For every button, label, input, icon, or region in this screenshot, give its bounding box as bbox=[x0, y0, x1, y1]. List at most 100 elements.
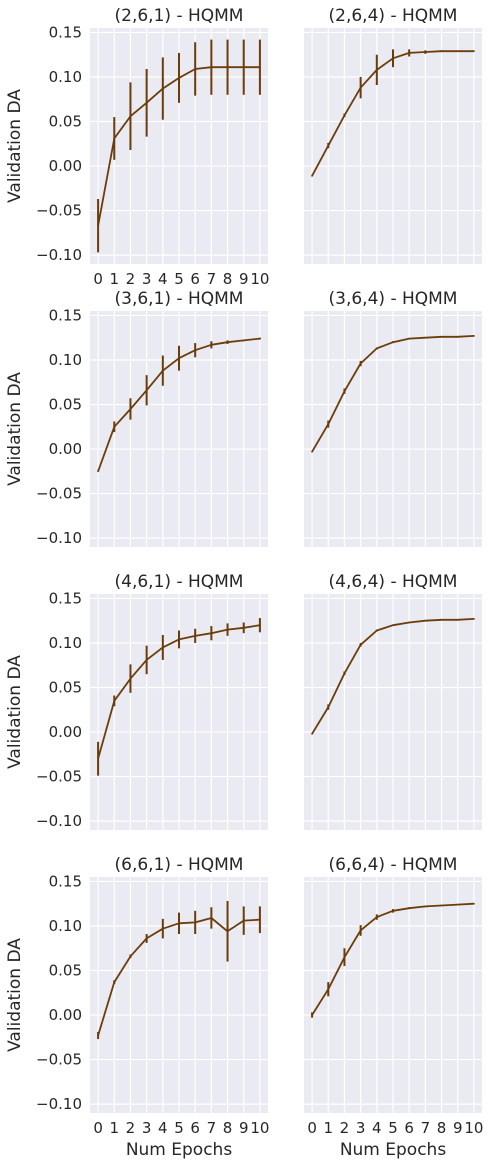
data-point bbox=[226, 66, 229, 69]
y-tick-label: 0.10 bbox=[49, 917, 82, 935]
data-point bbox=[343, 672, 346, 675]
data-point bbox=[392, 57, 394, 60]
panel-7: (6,6,1) - HQMM 0.15 0.10 0.05 0.00 −0.05 −0.10… bbox=[5, 855, 269, 1160]
data-point bbox=[343, 956, 346, 959]
x-tick-label: 1 bbox=[109, 270, 119, 288]
data-point bbox=[242, 626, 245, 629]
x-tick-label: 3 bbox=[142, 270, 152, 288]
x-axis-label: Num Epochs bbox=[340, 1140, 447, 1160]
panel-6: (4,6,4) - HQMM bbox=[304, 572, 482, 830]
data-point bbox=[473, 902, 475, 905]
data-point bbox=[226, 628, 229, 631]
y-tick-label: 0.05 bbox=[49, 113, 82, 131]
y-tick-label: 0.05 bbox=[49, 396, 82, 414]
y-axis-label: Validation DA bbox=[5, 655, 25, 769]
data-point bbox=[194, 634, 197, 637]
data-point bbox=[440, 335, 443, 338]
y-tick-label: −0.05 bbox=[36, 768, 82, 786]
data-point bbox=[242, 66, 245, 69]
x-tick-label: 4 bbox=[372, 1119, 382, 1137]
y-axis-label: Validation DA bbox=[5, 938, 25, 1052]
panel-title: (4,6,4) - HQMM bbox=[329, 572, 458, 592]
data-point bbox=[327, 144, 330, 147]
data-point bbox=[97, 1034, 99, 1037]
x-tick-label: 0 bbox=[93, 270, 103, 288]
data-point bbox=[161, 927, 164, 930]
y-tick-label: −0.05 bbox=[36, 485, 82, 503]
x-tick-label: 6 bbox=[404, 1119, 414, 1137]
x-tick-label: 3 bbox=[142, 1119, 152, 1137]
x-tick-label: 10 bbox=[464, 1119, 483, 1137]
x-tick-label: 2 bbox=[126, 270, 136, 288]
data-point bbox=[259, 337, 261, 340]
data-point bbox=[178, 76, 180, 79]
data-point bbox=[113, 425, 116, 428]
y-tick-label: −0.10 bbox=[36, 529, 82, 547]
data-point bbox=[97, 470, 99, 473]
y-tick-label: 0.15 bbox=[49, 306, 82, 324]
panel-title: (6,6,1) - HQMM bbox=[115, 855, 244, 875]
data-point bbox=[456, 50, 459, 53]
y-tick-label: 0.10 bbox=[49, 68, 82, 86]
x-tick-label: 6 bbox=[190, 270, 200, 288]
x-tick-label: 6 bbox=[190, 1119, 200, 1137]
data-point bbox=[408, 621, 411, 624]
data-point bbox=[375, 629, 378, 632]
y-tick-label: −0.05 bbox=[36, 202, 82, 220]
data-point bbox=[113, 981, 116, 983]
y-tick-label: −0.10 bbox=[36, 1095, 82, 1113]
panel-title: (2,6,1) - HQMM bbox=[115, 6, 244, 26]
data-point bbox=[375, 916, 378, 918]
data-point bbox=[210, 343, 213, 346]
data-point bbox=[226, 341, 229, 344]
panel-title: (2,6,4) - HQMM bbox=[329, 6, 458, 26]
x-tick-label: 0 bbox=[307, 1119, 317, 1137]
data-point bbox=[194, 68, 197, 70]
data-point bbox=[259, 66, 261, 69]
data-point bbox=[408, 52, 411, 54]
x-tick-label: 1 bbox=[323, 1119, 333, 1137]
x-tick-label: 1 bbox=[109, 1119, 119, 1137]
data-point bbox=[343, 390, 346, 393]
data-point bbox=[440, 50, 443, 53]
data-point bbox=[424, 51, 427, 53]
x-tick-label: 0 bbox=[93, 1119, 103, 1137]
y-tick-label: 0.10 bbox=[49, 634, 82, 652]
data-point bbox=[392, 624, 394, 627]
x-tick-label: 7 bbox=[207, 270, 217, 288]
x-tick-label: 5 bbox=[174, 1119, 184, 1137]
x-tick-label: 4 bbox=[158, 1119, 168, 1137]
data-point bbox=[129, 955, 132, 958]
x-tick-label: 10 bbox=[250, 270, 269, 288]
panel-title: (4,6,1) - HQMM bbox=[115, 572, 244, 592]
data-point bbox=[194, 921, 197, 924]
y-tick-label: 0.00 bbox=[49, 157, 82, 175]
data-point bbox=[311, 450, 313, 453]
panel-5: (4,6,1) - HQMM 0.15 0.10 0.05 0.00 −0.05 −0.10… bbox=[5, 572, 268, 830]
data-point bbox=[456, 618, 459, 621]
x-tick-label: 9 bbox=[239, 270, 249, 288]
panel-title: (6,6,4) - HQMM bbox=[329, 855, 458, 875]
x-axis-label: Num Epochs bbox=[126, 1140, 233, 1160]
data-point bbox=[242, 919, 245, 922]
data-point bbox=[178, 922, 180, 925]
data-point bbox=[392, 341, 394, 344]
data-point bbox=[194, 349, 197, 352]
y-tick-label: 0.10 bbox=[49, 351, 82, 369]
panel-4: (3,6,4) - HQMM bbox=[304, 289, 482, 547]
data-point bbox=[97, 224, 99, 227]
x-tick-label: 8 bbox=[437, 1119, 447, 1137]
x-tick-label: 7 bbox=[421, 1119, 431, 1137]
x-tick-label: 5 bbox=[388, 1119, 398, 1137]
x-tick-label: 4 bbox=[158, 270, 168, 288]
x-tick-label: 3 bbox=[356, 1119, 366, 1137]
data-point bbox=[210, 917, 213, 919]
panel-title: (3,6,1) - HQMM bbox=[115, 289, 244, 309]
data-point bbox=[359, 86, 362, 89]
data-point bbox=[97, 757, 99, 760]
x-tick-label: 8 bbox=[223, 1119, 233, 1137]
data-point bbox=[375, 347, 378, 350]
data-point bbox=[145, 937, 148, 940]
data-point bbox=[408, 907, 411, 910]
data-point bbox=[178, 638, 180, 641]
